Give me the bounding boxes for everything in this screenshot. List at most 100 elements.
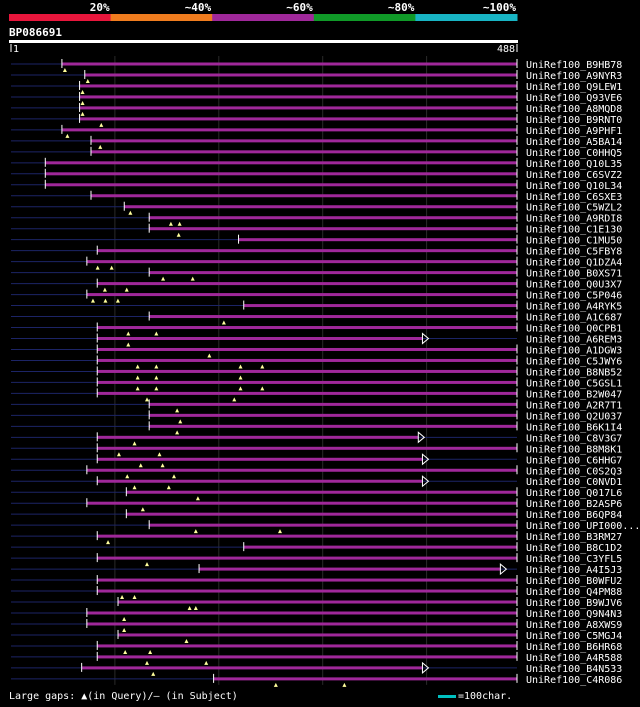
hit-bar: [126, 490, 517, 494]
hit-label: UniRef100_Q9LEW1: [526, 82, 622, 93]
scale-legend-text: =100char.: [458, 691, 513, 702]
hit-label: UniRef100_B0WFU2: [526, 576, 622, 587]
hit-row: UniRef100_UPI000...: [11, 520, 640, 534]
hit-row: UniRef100_C6SXE3: [11, 190, 622, 203]
hit-label: UniRef100_C8V3G7: [526, 433, 622, 444]
gap-marker: [342, 682, 347, 687]
gap-marker: [207, 353, 212, 358]
gap-marker: [135, 375, 140, 380]
hit-label: UniRef100_B8M8K1: [526, 444, 622, 455]
gap-marker: [140, 507, 145, 512]
hit-row: UniRef100_Q1DZA4: [11, 256, 622, 270]
hit-row: UniRef100_A4RYK5: [11, 300, 622, 313]
hit-row: UniRef100_C8V3G7: [11, 431, 622, 446]
hit-label: UniRef100_Q0U3X7: [526, 280, 622, 291]
hit-label: UniRef100_B9WJV6: [526, 598, 622, 609]
hit-label: UniRef100_C6SVZ2: [526, 170, 622, 181]
gap-marker: [115, 298, 120, 303]
hit-row: UniRef100_A4R588: [11, 651, 622, 665]
scale-segment: [415, 14, 518, 21]
hit-bar: [97, 534, 517, 538]
hit-bar: [86, 293, 517, 297]
hit-label: UniRef100_A8XWS9: [526, 620, 622, 631]
gap-marker: [122, 627, 127, 632]
gap-marker: [160, 463, 165, 468]
hit-label: UniRef100_A6REM3: [526, 335, 622, 346]
hit-row: UniRef100_Q4PM88: [11, 586, 622, 600]
hit-bar: [97, 556, 517, 560]
hit-bar: [97, 391, 517, 395]
gap-marker: [238, 375, 243, 380]
hit-row: UniRef100_Q10L34: [11, 179, 622, 192]
hit-bar: [97, 282, 517, 286]
hit-row: UniRef100_C0S2Q3: [11, 465, 622, 479]
hit-label: UniRef100_C0NVD1: [526, 477, 622, 488]
gap-marker: [238, 364, 243, 369]
hit-label: UniRef100_A2R7T1: [526, 400, 622, 411]
gap-marker: [120, 595, 125, 600]
hit-label: UniRef100_Q0CPB1: [526, 324, 622, 335]
gap-marker: [135, 364, 140, 369]
hit-label: UniRef100_C5GSL1: [526, 378, 622, 389]
hit-label: UniRef100_Q1DZA4: [526, 258, 622, 269]
hit-end-arrow: [421, 661, 430, 674]
hit-bar: [79, 117, 517, 121]
hit-bar: [91, 139, 518, 143]
gap-marker: [277, 529, 282, 534]
hit-label: UniRef100_C1MU50: [526, 236, 622, 247]
hit-label: UniRef100_B6K1I4: [526, 422, 622, 433]
hit-row: UniRef100_B6QP84: [11, 509, 622, 521]
query-start-label: 1: [13, 44, 19, 55]
gap-marker: [85, 78, 90, 83]
hit-bar: [61, 62, 517, 66]
gap-marker: [90, 298, 95, 303]
hit-row: UniRef100_C5MGJ4: [11, 629, 622, 643]
hit-row: UniRef100_Q0CPB1: [11, 322, 622, 336]
gap-marker: [273, 682, 278, 687]
hit-label: UniRef100_Q2U037: [526, 411, 622, 422]
hit-row: UniRef100_Q2U037: [11, 410, 622, 424]
hit-label: UniRef100_B6QP84: [526, 510, 622, 521]
gap-marker: [172, 474, 177, 479]
hit-bar: [149, 271, 518, 275]
query-bar: [9, 40, 518, 43]
hit-row: UniRef100_A2R7T1: [11, 399, 622, 413]
gap-marker: [175, 430, 180, 435]
hit-label: UniRef100_C5FBY8: [526, 247, 622, 258]
hit-bar: [213, 677, 518, 681]
gap-marker: [126, 331, 131, 336]
hit-label: UniRef100_B8C1D2: [526, 543, 622, 554]
hit-label: UniRef100_B3RM27: [526, 532, 622, 543]
hit-label: UniRef100_B0XS71: [526, 269, 622, 280]
gap-marker: [232, 397, 237, 402]
hit-row: UniRef100_A1DGW3: [11, 344, 622, 358]
hit-row: UniRef100_B6K1I4: [11, 421, 622, 435]
hit-label: UniRef100_B8NB52: [526, 367, 622, 378]
scale-label: ~60%: [286, 1, 313, 14]
hit-label: UniRef100_B4N533: [526, 664, 622, 675]
hit-end-arrow: [417, 431, 426, 444]
hit-label: UniRef100_A9RDI8: [526, 214, 622, 225]
hit-bar: [149, 424, 518, 428]
hit-bar: [199, 567, 501, 571]
gap-marker: [98, 144, 103, 149]
gap-marker: [128, 210, 133, 215]
hit-row: UniRef100_C5WZL2: [11, 201, 622, 215]
hit-label: UniRef100_C5JWY6: [526, 356, 622, 367]
gap-marker: [80, 100, 85, 105]
hit-bar: [97, 369, 517, 373]
gap-marker: [106, 540, 111, 545]
hit-bar: [118, 600, 517, 604]
hit-label: UniRef100_Q017L6: [526, 488, 622, 499]
hit-row: UniRef100_A8XWS9: [11, 618, 622, 632]
hit-label: UniRef100_B9RNT0: [526, 115, 622, 126]
hit-row: UniRef100_A9NYR3: [11, 69, 622, 83]
hit-row: UniRef100_C5P046: [11, 289, 622, 303]
gap-marker: [138, 463, 143, 468]
gap-marker: [157, 452, 162, 457]
hit-row: UniRef100_C0HHQ5: [11, 146, 622, 159]
gap-marker: [144, 397, 149, 402]
hit-label: UniRef100_B9HB78: [526, 60, 622, 71]
hit-bar: [97, 589, 517, 593]
